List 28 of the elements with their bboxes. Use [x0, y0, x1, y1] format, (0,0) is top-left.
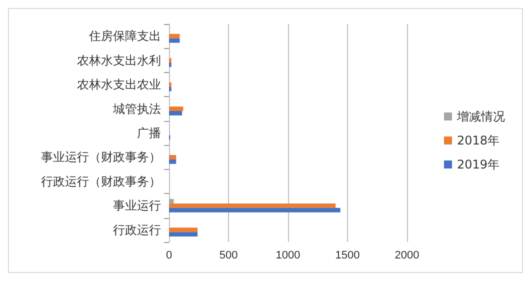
legend-label: 2018年: [457, 134, 500, 148]
x-tick-label: 2000: [394, 250, 420, 262]
bar: [169, 111, 182, 116]
x-tick-label: 1000: [276, 250, 300, 262]
bar: [169, 199, 174, 204]
bar: [169, 159, 176, 164]
y-tick-label: 农林水支出农业: [77, 78, 161, 92]
y-tick-label: 广播: [137, 126, 161, 140]
y-tick-label: 城管执法: [112, 102, 161, 116]
bar: [169, 203, 336, 208]
legend-label: 增减情况: [456, 110, 505, 124]
legend-label: 2019年: [457, 158, 500, 172]
x-tick-label: 1500: [335, 250, 360, 262]
bar: [169, 155, 176, 160]
bar: [169, 232, 198, 237]
y-tick-label: 事业运行（财政事务）: [41, 150, 161, 164]
y-tick-label: 农林水支出水利: [77, 53, 161, 68]
bar: [169, 208, 340, 212]
bar: [169, 34, 180, 38]
bar: [169, 38, 180, 43]
y-tick-label: 行政运行（财政事务）: [41, 174, 161, 188]
bar: [169, 228, 198, 232]
y-tick-label: 行政运行: [113, 222, 161, 237]
y-tick-label: 事业运行: [113, 198, 161, 213]
y-tick-label: 住房保障支出: [88, 29, 161, 44]
x-tick-label: 500: [219, 250, 238, 262]
bar: [169, 106, 184, 111]
x-tick-label: 0: [166, 250, 172, 262]
